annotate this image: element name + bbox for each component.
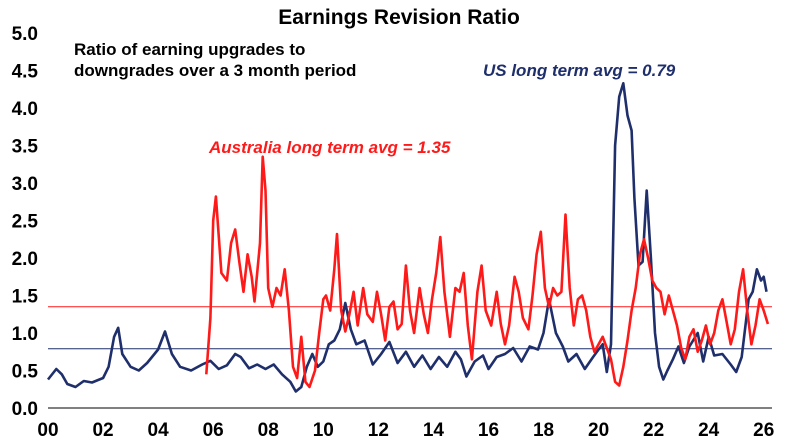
series-layer [46,82,770,393]
x-tick-label: 26 [753,420,774,441]
series-line-australia [205,155,770,389]
y-tick-label: 2.5 [12,212,39,233]
x-tick-label: 04 [148,420,170,441]
us-average-label: US long term avg = 0.79 [483,61,676,80]
y-tick-label: 3.0 [12,174,38,195]
y-tick-label: 1.5 [12,287,39,308]
y-tick-label: 0.0 [12,399,38,420]
x-tick-label: 06 [203,420,224,441]
x-tick-label: 16 [478,420,499,441]
y-tick-label: 1.0 [12,324,38,345]
description-line-1: Ratio of earning upgrades to [74,40,305,59]
y-tick-label: 4.0 [12,99,38,120]
x-tick-label: 24 [698,420,720,441]
x-tick-label: 20 [588,420,609,441]
x-tick-label: 18 [533,420,554,441]
y-axis-ticks: 0.0 0.5 1.0 1.5 2.0 2.5 3.0 3.5 4.0 4.5 5.0 [12,24,39,420]
y-tick-label: 2.0 [12,249,38,270]
x-tick-label: 22 [643,420,664,441]
y-tick-label: 3.5 [12,137,39,158]
chart-title: Earnings Revision Ratio [278,6,520,29]
y-tick-label: 5.0 [12,24,38,45]
y-tick-label: 0.5 [12,362,39,383]
x-tick-label: 00 [37,420,58,441]
x-tick-label: 10 [313,420,334,441]
x-tick-label: 12 [368,420,389,441]
description-line-2: downgrades over a 3 month period [74,61,356,80]
series-line-us [46,82,768,393]
y-tick-label: 4.5 [12,62,39,83]
x-axis-ticks: 00 02 04 06 08 10 12 14 16 18 20 22 24 26 [37,420,774,441]
australia-average-label: Australia long term avg = 1.35 [208,138,451,157]
x-tick-label: 14 [423,420,445,441]
x-tick-label: 02 [92,420,113,441]
x-tick-label: 08 [258,420,279,441]
